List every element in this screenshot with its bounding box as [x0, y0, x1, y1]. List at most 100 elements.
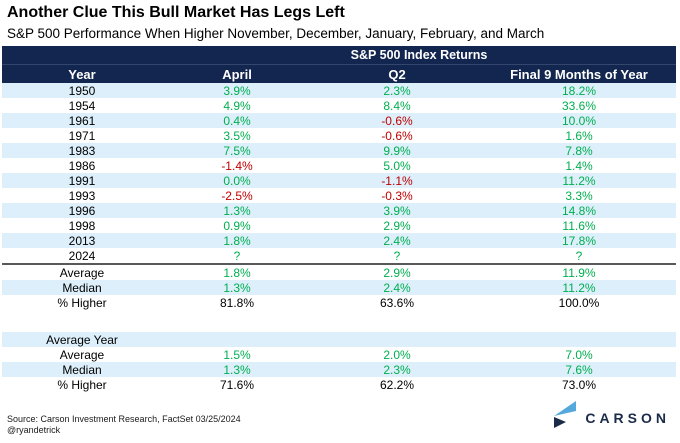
footer: Source: Carson Investment Research, Fact…	[7, 414, 241, 436]
row-label-cell: 2013	[68, 233, 96, 248]
value-cell: 11.6%	[562, 218, 596, 233]
value-cell: 0.9%	[223, 218, 251, 233]
carson-logo: CARSON	[551, 401, 670, 434]
value-cell: 8.4%	[383, 98, 411, 113]
value-cell: 1.3%	[223, 203, 251, 218]
value-cell: 1.4%	[565, 158, 593, 173]
row-label-cell: Median	[62, 362, 102, 377]
table-row: Average Year	[2, 332, 676, 347]
value-cell: -0.3%	[381, 188, 413, 203]
table-row: Average 1.8% 2.9% 11.9%	[2, 263, 676, 280]
value-cell: 7.5%	[223, 143, 251, 158]
value-cell: -1.4%	[221, 158, 253, 173]
value-cell: 2.3%	[383, 83, 411, 98]
value-cell: 3.9%	[383, 203, 411, 218]
value-cell: 63.6%	[379, 295, 415, 310]
value-cell: 11.2%	[562, 173, 596, 188]
table-row: Median 1.3% 2.3% 7.6%	[2, 362, 676, 377]
value-cell: 1.5%	[223, 347, 251, 362]
row-label-cell: 1950	[68, 83, 96, 98]
table-row: 1993 -2.5% -0.3% 3.3%	[2, 188, 676, 203]
row-label-cell: 1983	[68, 143, 96, 158]
value-cell: 33.6%	[561, 98, 597, 113]
carson-logo-icon	[551, 401, 577, 434]
value-cell: 14.8%	[561, 203, 597, 218]
column-header-april: April	[222, 66, 252, 82]
value-cell: 2.9%	[383, 218, 411, 233]
value-cell: 11.9%	[562, 265, 596, 280]
value-cell: 5.0%	[383, 158, 411, 173]
table-row: 1961 0.4% -0.6% 10.0%	[2, 113, 676, 128]
page-subtitle: S&P 500 Performance When Higher November…	[7, 26, 545, 41]
value-cell: 7.0%	[565, 347, 593, 362]
value-cell: -0.6%	[381, 128, 413, 143]
value-cell: 100.0%	[558, 295, 600, 310]
value-cell: 1.3%	[223, 280, 251, 295]
table-row: 1983 7.5% 9.9% 7.8%	[2, 143, 676, 158]
row-label-cell: 2024	[68, 248, 96, 263]
row-label-cell: Average Year	[46, 332, 118, 347]
value-cell: 71.6%	[219, 377, 255, 392]
value-cell: 18.2%	[561, 83, 597, 98]
band-title: S&P 500 Index Returns	[350, 48, 488, 62]
table-row: 1991 0.0% -1.1% 11.2%	[2, 173, 676, 188]
row-label-cell: 1991	[68, 173, 96, 188]
value-cell: 10.0%	[561, 113, 597, 128]
value-cell: ?	[393, 248, 401, 263]
value-cell: 2.9%	[383, 265, 411, 280]
carson-logo-text: CARSON	[585, 409, 670, 426]
row-label-cell: Average	[59, 265, 105, 280]
table-row: 2024???	[2, 248, 676, 263]
table-row: 1986 -1.4% 5.0% 1.4%	[2, 158, 676, 173]
table-row: 2013 1.8% 2.4% 17.8%	[2, 233, 676, 248]
value-cell: 3.3%	[565, 188, 593, 203]
row-label-cell: 1971	[68, 128, 96, 143]
table-row: 1954 4.9% 8.4% 33.6%	[2, 98, 676, 113]
value-cell: 1.8%	[223, 265, 251, 280]
section-gap	[2, 310, 676, 332]
returns-table: S&P 500 Index Returns Year April Q2 Fina…	[2, 46, 676, 392]
table-row: 1998 0.9% 2.9% 11.6%	[2, 218, 676, 233]
column-header-year: Year	[68, 66, 96, 82]
row-label-cell: 1993	[68, 188, 96, 203]
value-cell: -1.1%	[381, 173, 413, 188]
value-cell: 1.8%	[223, 233, 251, 248]
value-cell: 1.6%	[565, 128, 593, 143]
value-cell: 0.4%	[223, 113, 251, 128]
table-row: 1950 3.9% 2.3% 18.2%	[2, 83, 676, 98]
value-cell: 62.2%	[379, 377, 415, 392]
source-text: Source: Carson Investment Research, Fact…	[7, 414, 241, 424]
table-row: % Higher 81.8% 63.6% 100.0%	[2, 295, 676, 310]
value-cell: 11.2%	[562, 280, 596, 295]
row-label-cell: % Higher	[57, 295, 107, 310]
row-label-cell: 1986	[68, 158, 96, 173]
row-label-cell: % Higher	[57, 377, 107, 392]
row-label-cell: 1998	[68, 218, 96, 233]
value-cell: 7.8%	[565, 143, 593, 158]
row-label-cell: 1961	[68, 113, 96, 128]
table-row: % Higher 71.6% 62.2% 73.0%	[2, 377, 676, 392]
value-cell: 17.8%	[561, 233, 597, 248]
value-cell: 9.9%	[383, 143, 411, 158]
value-cell: 3.5%	[223, 128, 251, 143]
row-label-cell: Average	[59, 347, 105, 362]
value-cell: 2.0%	[383, 347, 411, 362]
page-title: Another Clue This Bull Market Has Legs L…	[7, 4, 345, 21]
table-header-row: Year April Q2 Final 9 Months of Year	[2, 64, 676, 83]
value-cell: -0.6%	[381, 113, 413, 128]
value-cell: 4.9%	[223, 98, 251, 113]
table-row: Median 1.3% 2.4% 11.2%	[2, 280, 676, 295]
value-cell: ?	[575, 248, 583, 263]
column-header-q2: Q2	[388, 66, 406, 82]
table-row: 1971 3.5% -0.6% 1.6%	[2, 128, 676, 143]
table-band: S&P 500 Index Returns	[2, 46, 676, 64]
table-row: Average 1.5% 2.0% 7.0%	[2, 347, 676, 362]
row-label-cell: 1996	[68, 203, 96, 218]
value-cell: 0.0%	[223, 173, 251, 188]
value-cell: 81.8%	[219, 295, 255, 310]
row-label-cell: Median	[62, 280, 102, 295]
row-label-cell: 1954	[68, 98, 96, 113]
value-cell: 3.9%	[223, 83, 251, 98]
column-header-final9: Final 9 Months of Year	[510, 66, 648, 82]
value-cell: ?	[233, 248, 241, 263]
